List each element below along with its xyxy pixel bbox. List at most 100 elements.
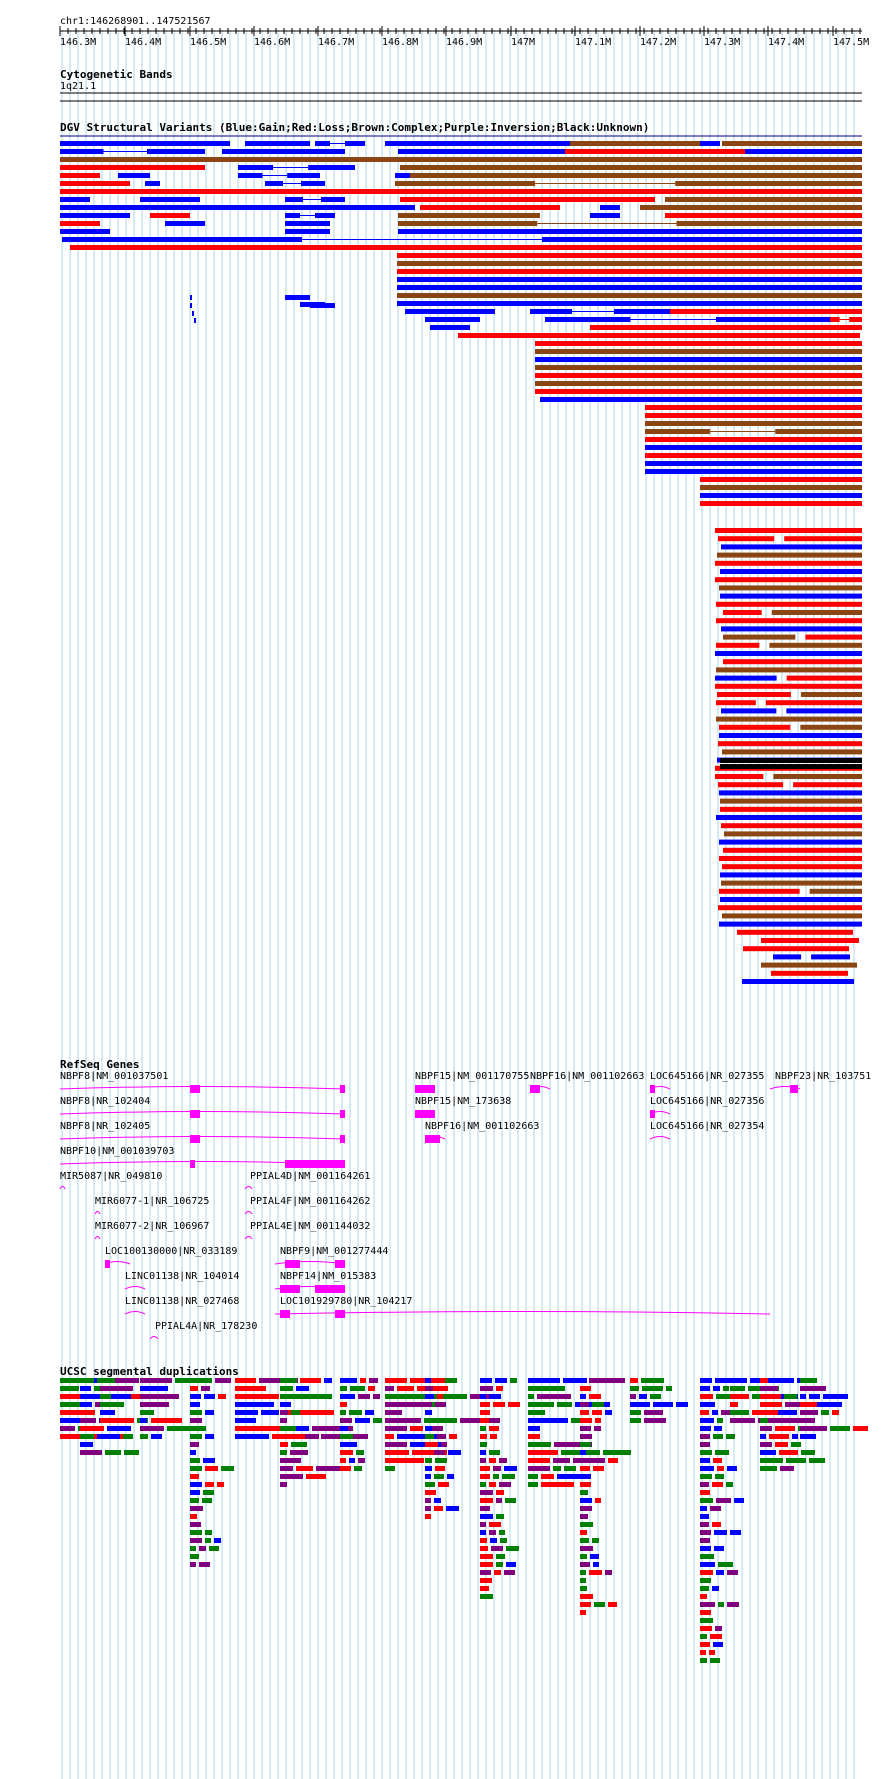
segdup-block[interactable] (190, 1482, 202, 1487)
segdup-block[interactable] (713, 1642, 723, 1647)
segdup-block[interactable] (779, 1450, 798, 1455)
segdup-block[interactable] (700, 1658, 707, 1663)
segdup-block[interactable] (60, 1378, 88, 1383)
dgv-variant-bar[interactable] (721, 880, 862, 886)
segdup-block[interactable] (557, 1474, 586, 1479)
dgv-variant-bar[interactable] (769, 642, 862, 648)
segdup-block[interactable] (100, 1402, 124, 1407)
segdup-block[interactable] (410, 1442, 426, 1447)
segdup-block[interactable] (111, 1394, 131, 1399)
segdup-block[interactable] (356, 1450, 364, 1455)
segdup-block[interactable] (700, 1386, 710, 1391)
segdup-block[interactable] (493, 1474, 499, 1479)
segdup-block[interactable] (124, 1450, 139, 1455)
dgv-variant-bar[interactable] (765, 700, 862, 706)
segdup-block[interactable] (373, 1418, 382, 1423)
segdup-block[interactable] (580, 1546, 593, 1551)
dgv-variant-bar[interactable] (535, 349, 862, 354)
dgv-variant-bar[interactable] (190, 295, 192, 300)
dgv-variant-bar[interactable] (720, 758, 862, 763)
dgv-variant-bar[interactable] (645, 413, 862, 418)
gene-exon[interactable] (190, 1085, 200, 1093)
dgv-variant-bar[interactable] (60, 141, 230, 146)
segdup-block[interactable] (700, 1586, 709, 1591)
segdup-block[interactable] (209, 1546, 219, 1551)
segdup-block[interactable] (480, 1530, 486, 1535)
dgv-variant-bar[interactable] (722, 141, 862, 146)
segdup-block[interactable] (480, 1586, 489, 1591)
segdup-block[interactable] (710, 1506, 721, 1511)
segdup-block[interactable] (480, 1562, 493, 1567)
segdup-block[interactable] (775, 1426, 795, 1431)
segdup-block[interactable] (792, 1434, 798, 1439)
segdup-block[interactable] (425, 1514, 431, 1519)
ruler[interactable]: 146.3M 146.4M 146.5M 146.6M 146.7M 146.8M 146.… (59, 26, 869, 48)
segdup-block[interactable] (190, 1546, 196, 1551)
dgv-variant-bar[interactable] (771, 610, 862, 615)
segdup-block[interactable] (282, 1410, 334, 1415)
segdup-block[interactable] (167, 1426, 206, 1431)
segdup-block[interactable] (760, 1466, 777, 1471)
dgv-variant-bar[interactable] (645, 421, 862, 426)
gene-label[interactable]: NBPF16|NM_001102663 (530, 1071, 644, 1082)
dgv-variant-bar[interactable] (535, 365, 862, 370)
segdup-block[interactable] (760, 1458, 783, 1463)
segdup-block[interactable] (580, 1434, 592, 1439)
segdup-block[interactable] (489, 1522, 501, 1527)
segdup-block[interactable] (235, 1418, 256, 1423)
segdup-block[interactable] (340, 1450, 353, 1455)
segdup-block[interactable] (641, 1378, 664, 1383)
segdup-block[interactable] (435, 1402, 446, 1407)
segdup-block[interactable] (280, 1386, 293, 1391)
segdup-block[interactable] (431, 1394, 467, 1399)
segdup-block[interactable] (760, 1394, 781, 1399)
segdup-block[interactable] (425, 1426, 432, 1431)
segdup-block[interactable] (385, 1402, 425, 1407)
dgv-variant-bar[interactable] (315, 141, 330, 146)
dgv-variant-bar[interactable] (60, 213, 130, 218)
segdup-block[interactable] (580, 1410, 589, 1415)
dgv-variant-bar[interactable] (719, 856, 862, 861)
segdup-block[interactable] (537, 1394, 571, 1399)
segdup-block[interactable] (293, 1426, 309, 1431)
segdup-block[interactable] (823, 1394, 848, 1399)
segdup-block[interactable] (140, 1426, 164, 1431)
segdup-block[interactable] (140, 1418, 147, 1423)
dgv-variant-bar[interactable] (721, 823, 862, 829)
segdup-block[interactable] (580, 1474, 591, 1479)
dgv-variant-bar[interactable] (773, 774, 862, 779)
segdup-block[interactable] (714, 1426, 722, 1431)
segdup-block[interactable] (630, 1394, 636, 1399)
segdup-block[interactable] (140, 1378, 172, 1383)
segdup-block[interactable] (630, 1402, 650, 1407)
segdup-block[interactable] (557, 1402, 572, 1407)
segdup-block[interactable] (760, 1378, 768, 1383)
dgv-variant-bar[interactable] (345, 141, 365, 146)
segdup-block[interactable] (700, 1554, 714, 1559)
segdup-block[interactable] (205, 1466, 218, 1471)
segdup-block[interactable] (480, 1578, 492, 1583)
segdup-block[interactable] (580, 1586, 587, 1591)
segdup-block[interactable] (760, 1410, 775, 1415)
segdup-block[interactable] (700, 1394, 713, 1399)
segdup-block[interactable] (504, 1570, 515, 1575)
segdup-block[interactable] (760, 1434, 766, 1439)
segdup-block[interactable] (446, 1506, 459, 1511)
segdup-block[interactable] (385, 1394, 428, 1399)
dgv-variant-bar[interactable] (301, 181, 325, 186)
segdup-block[interactable] (140, 1386, 168, 1391)
segdup-block[interactable] (385, 1442, 407, 1447)
segdup-block[interactable] (700, 1474, 712, 1479)
segdup-block[interactable] (205, 1410, 214, 1415)
dgv-variant-bar[interactable] (716, 601, 862, 607)
dgv-variant-bar[interactable] (150, 213, 190, 218)
segdup-block[interactable] (508, 1402, 520, 1407)
segdup-block[interactable] (291, 1442, 307, 1447)
dgv-variant-bar[interactable] (700, 477, 862, 482)
segdup-block[interactable] (730, 1418, 755, 1423)
segdup-block[interactable] (280, 1474, 303, 1479)
segdup-block[interactable] (449, 1434, 457, 1439)
gene-exon[interactable] (340, 1135, 345, 1143)
dgv-variant-bar[interactable] (458, 333, 860, 338)
dgv-variant-bar[interactable] (397, 253, 862, 258)
